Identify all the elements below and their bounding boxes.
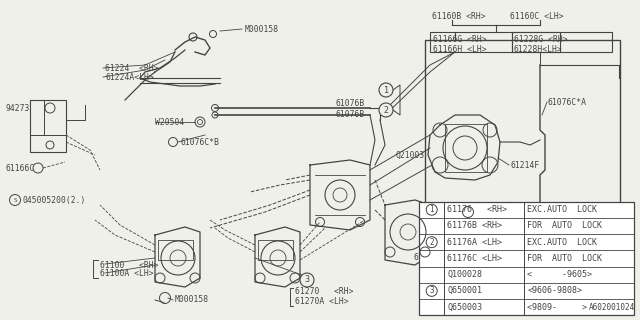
Circle shape — [426, 237, 437, 248]
Text: M000058: M000058 — [478, 211, 512, 220]
Text: 61270A <LH>: 61270A <LH> — [295, 298, 349, 307]
Text: 61228G <RH>: 61228G <RH> — [514, 35, 568, 44]
Text: 61100A <LH>: 61100A <LH> — [100, 269, 154, 278]
Text: FOR  AUTO  LOCK: FOR AUTO LOCK — [527, 254, 602, 263]
Text: 61166H <LH>: 61166H <LH> — [433, 44, 486, 53]
Text: 94273: 94273 — [5, 103, 29, 113]
Text: 2: 2 — [429, 238, 434, 247]
Text: 61076C*A: 61076C*A — [548, 98, 587, 107]
Text: 61224A<LH>: 61224A<LH> — [105, 73, 154, 82]
Text: 61270   <RH>: 61270 <RH> — [295, 287, 353, 297]
Text: A602001024: A602001024 — [589, 303, 635, 312]
Bar — [445, 124, 487, 172]
Text: 61160B <RH>: 61160B <RH> — [432, 12, 486, 20]
Text: 1: 1 — [429, 205, 434, 214]
Text: <      -9605>: < -9605> — [527, 270, 592, 279]
Circle shape — [379, 83, 393, 97]
Bar — [512, 32, 612, 52]
Bar — [158, 240, 193, 260]
Text: 045005200(2.): 045005200(2.) — [22, 196, 85, 204]
Text: EXC.AUTO  LOCK: EXC.AUTO LOCK — [527, 205, 597, 214]
Text: Q100028: Q100028 — [447, 270, 482, 279]
Text: 61100   <RH>: 61100 <RH> — [100, 260, 159, 269]
Text: 61076B: 61076B — [335, 99, 364, 108]
Text: 3: 3 — [429, 286, 434, 295]
Circle shape — [426, 204, 437, 215]
Bar — [30, 100, 66, 152]
Text: 61228H<LH>: 61228H<LH> — [514, 44, 563, 53]
Text: 1: 1 — [383, 85, 388, 94]
Text: 61176A <LH>: 61176A <LH> — [447, 238, 502, 247]
Text: 61264: 61264 — [413, 253, 437, 262]
Text: 61224  <RH>: 61224 <RH> — [105, 63, 159, 73]
Text: 61160C <LH>: 61160C <LH> — [510, 12, 564, 20]
Circle shape — [300, 273, 314, 287]
Bar — [425, 40, 620, 282]
Text: <9606-9808>: <9606-9808> — [527, 286, 582, 295]
Bar — [258, 240, 293, 260]
Text: S: S — [13, 197, 17, 203]
Text: 61166C: 61166C — [5, 164, 35, 172]
Text: 61176B <RH>: 61176B <RH> — [447, 221, 502, 230]
Text: 61166G <RH>: 61166G <RH> — [433, 35, 486, 44]
Text: 61214F: 61214F — [510, 161, 540, 170]
Bar — [419, 202, 634, 315]
Circle shape — [426, 285, 437, 296]
Text: 61176C <LH>: 61176C <LH> — [447, 254, 502, 263]
Text: FOR  AUTO  LOCK: FOR AUTO LOCK — [527, 221, 602, 230]
Bar — [430, 32, 560, 52]
Text: Q650001: Q650001 — [447, 286, 482, 295]
Text: M000158: M000158 — [245, 25, 279, 34]
Text: 61176   <RH>: 61176 <RH> — [447, 205, 508, 214]
Text: W20504: W20504 — [155, 117, 184, 126]
Text: Q21003: Q21003 — [395, 150, 424, 159]
Text: 3: 3 — [305, 276, 310, 284]
Text: 2: 2 — [383, 106, 388, 115]
Text: Q650003: Q650003 — [447, 303, 482, 312]
Bar — [30, 100, 44, 135]
Text: M000158: M000158 — [175, 295, 209, 305]
Text: EXC.AUTO  LOCK: EXC.AUTO LOCK — [527, 238, 597, 247]
Text: 61076B: 61076B — [335, 109, 364, 118]
Text: <9809-     >: <9809- > — [527, 303, 588, 312]
Text: 61076C*B: 61076C*B — [180, 138, 219, 147]
Circle shape — [379, 103, 393, 117]
